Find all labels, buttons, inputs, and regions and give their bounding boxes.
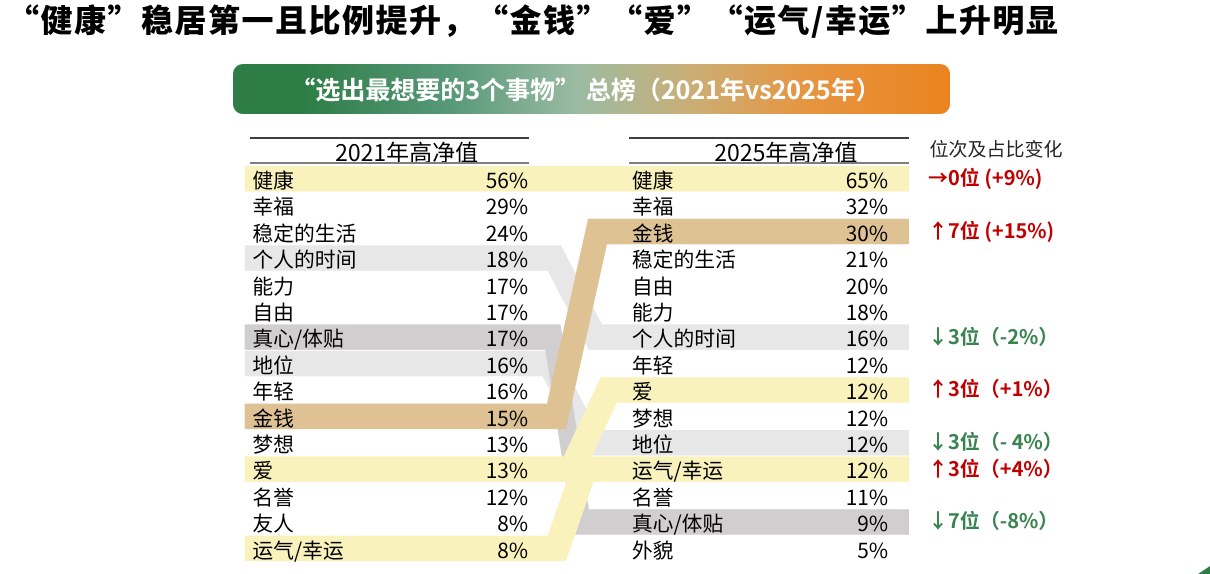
change-annotation-7: ↓7位（-8%）: [928, 505, 1059, 535]
flow-ribbon-4: [244, 377, 909, 482]
chart-banner: “选出最想要的3个事物” 总榜（2021年vs2025年）: [233, 64, 950, 114]
corner-triangle-decoration: [1198, 566, 1210, 574]
change-annotation-2: ↑7位 (+15%): [928, 215, 1055, 244]
page-title: “健康”稳居第一且比例提升，“金钱”“爱”“运气/幸运”上升明显: [7, 0, 1060, 42]
flow-ribbon-7: [244, 166, 909, 192]
change-annotation-6: ↑3位（+4%）: [928, 452, 1063, 482]
change-annotation-1: →0位 (+9%): [928, 162, 1043, 192]
change-annotation-3: ↓3位（-2%）: [928, 320, 1059, 350]
chart-banner-text: “选出最想要的3个事物” 总榜（2021年vs2025年）: [290, 71, 881, 107]
flow-ribbon-2: [244, 350, 909, 456]
flow-ribbon-6: [244, 218, 909, 430]
flow-ribbon-5: [244, 456, 909, 562]
changes-column-header: 位次及占比变化: [929, 135, 1063, 162]
change-annotation-5: ↓3位（- 4%）: [928, 426, 1063, 456]
change-annotation-4: ↑3位（+1%）: [928, 373, 1063, 403]
